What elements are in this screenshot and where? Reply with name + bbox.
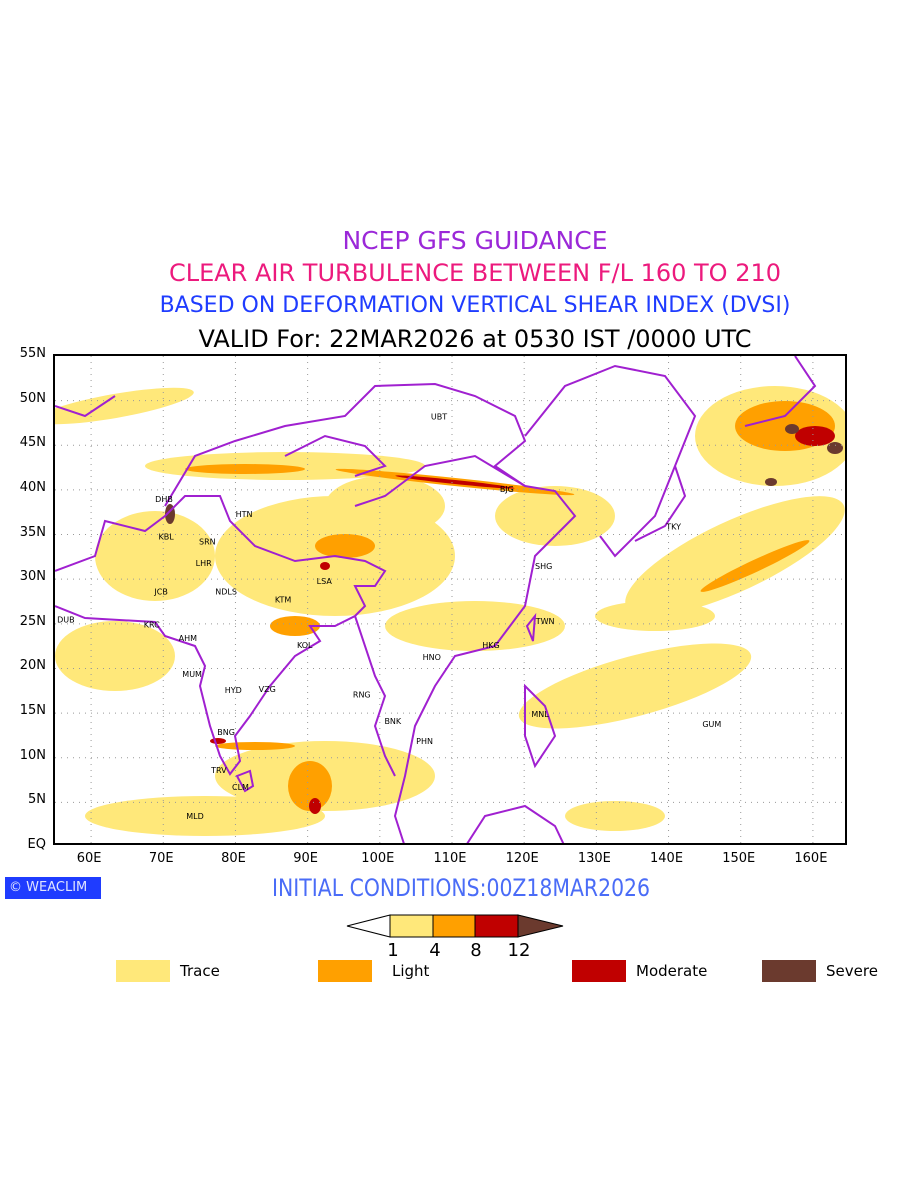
city-label: PHN — [416, 737, 433, 746]
title-product: CLEAR AIR TURBULENCE BETWEEN F/L 160 TO … — [168, 259, 782, 287]
city-label: HKG — [482, 641, 499, 650]
city-label: AHM — [179, 634, 197, 643]
country-boundaries — [55, 356, 817, 843]
trace-areas — [55, 386, 845, 836]
colorbar-low-arrow — [346, 914, 391, 938]
longitude-label: 90E — [293, 851, 318, 866]
latitude-label: 35N — [19, 524, 46, 540]
initial-conditions: INITIAL CONDITIONS:00Z18MAR2026 — [272, 874, 651, 902]
city-label: SHG — [535, 562, 552, 571]
city-label: TRV — [210, 766, 227, 775]
legend-label-severe: Severe — [826, 962, 878, 980]
latitude-label: 30N — [19, 569, 46, 585]
city-label: CLM — [232, 783, 249, 792]
city-label: NDLS — [215, 588, 237, 597]
latitude-label: 45N — [19, 435, 46, 451]
longitude-label: 150E — [722, 851, 756, 866]
latitude-label: 40N — [19, 479, 46, 495]
city-label: RNG — [353, 690, 371, 699]
city-label: LSA — [317, 577, 333, 586]
colorbar-segment-trace — [389, 914, 434, 938]
city-label: KBL — [159, 532, 175, 541]
colorbar-segment-light — [432, 914, 476, 938]
title-valid-time: VALID For: 22MAR2026 at 0530 IST /0000 U… — [198, 325, 752, 353]
city-label: HNO — [423, 653, 441, 662]
longitude-label: 110E — [433, 851, 467, 866]
latitude-label: 10N — [19, 747, 46, 763]
legend-swatch-moderate — [572, 960, 626, 982]
turbulence-map: UBT BJG DHB HTN KBL SRN TKY LHR SHG LSA JCB NDLS KTM… — [53, 354, 847, 845]
longitude-label: 80E — [221, 851, 246, 866]
city-label: MUM — [182, 670, 202, 679]
city-label: KOL — [297, 641, 313, 650]
colorbar-tick: 12 — [507, 940, 531, 961]
city-label: VZG — [259, 685, 276, 694]
colorbar-tick: 4 — [429, 940, 441, 961]
weaclim-logo: © WEACLIM — [5, 877, 101, 899]
city-label: KTM — [275, 596, 292, 605]
logo-text: WEACLIM — [26, 880, 88, 895]
city-label: LHR — [196, 559, 212, 568]
city-label: KRC — [144, 621, 160, 630]
city-label: BNK — [384, 717, 401, 726]
city-label: BNG — [217, 728, 235, 737]
latitude-label: 5N — [28, 792, 46, 808]
legend-swatch-light — [318, 960, 372, 982]
latitude-label: EQ — [27, 837, 46, 852]
city-label: DUB — [57, 615, 75, 624]
latitude-label: 25N — [19, 613, 46, 629]
latitude-label: 55N — [19, 346, 46, 361]
city-label: MNL — [531, 710, 549, 719]
longitude-label: 60E — [76, 851, 102, 866]
colorbar-tick: 8 — [470, 940, 482, 961]
city-label: HYD — [225, 686, 242, 695]
map-canvas: UBT BJG DHB HTN KBL SRN TKY LHR SHG LSA JCB NDLS KTM… — [55, 356, 845, 843]
city-labels: UBT BJG DHB HTN KBL SRN TKY LHR SHG LSA JCB NDLS KTM… — [57, 413, 721, 821]
city-label: SRN — [199, 538, 216, 547]
city-label: UBT — [431, 413, 447, 422]
city-label: TWN — [535, 617, 555, 626]
gridlines — [55, 356, 845, 843]
legend-label-light: Light — [392, 962, 430, 980]
longitude-label: 130E — [577, 851, 611, 866]
city-label: HTN — [236, 510, 253, 519]
title-method: BASED ON DEFORMATION VERTICAL SHEAR INDE… — [159, 293, 791, 318]
latitude-label: 50N — [19, 390, 46, 406]
longitude-label: 160E — [794, 851, 828, 866]
city-label: MLD — [186, 812, 204, 821]
longitude-label: 100E — [361, 851, 395, 866]
latitude-label: 20N — [19, 658, 46, 674]
legend-label-moderate: Moderate — [636, 962, 708, 980]
city-label: JCB — [153, 588, 167, 597]
latitude-label: 15N — [19, 703, 46, 719]
title-model: NCEP GFS GUIDANCE — [342, 226, 608, 255]
colorbar-high-arrow — [517, 914, 564, 938]
longitude-label: 120E — [505, 851, 539, 866]
colorbar — [346, 914, 564, 938]
legend-label-trace: Trace — [180, 962, 220, 980]
city-label: DHB — [155, 495, 173, 504]
legend-swatch-trace — [116, 960, 170, 982]
city-label: GUM — [702, 720, 721, 729]
copyright-icon: © — [9, 880, 27, 895]
city-label: TKY — [665, 523, 681, 532]
longitude-label: 70E — [148, 851, 174, 866]
colorbar-tick: 1 — [387, 940, 399, 961]
legend-swatch-severe — [762, 960, 816, 982]
city-label: BJG — [500, 485, 514, 494]
colorbar-segment-moderate — [474, 914, 519, 938]
longitude-label: 140E — [650, 851, 684, 866]
